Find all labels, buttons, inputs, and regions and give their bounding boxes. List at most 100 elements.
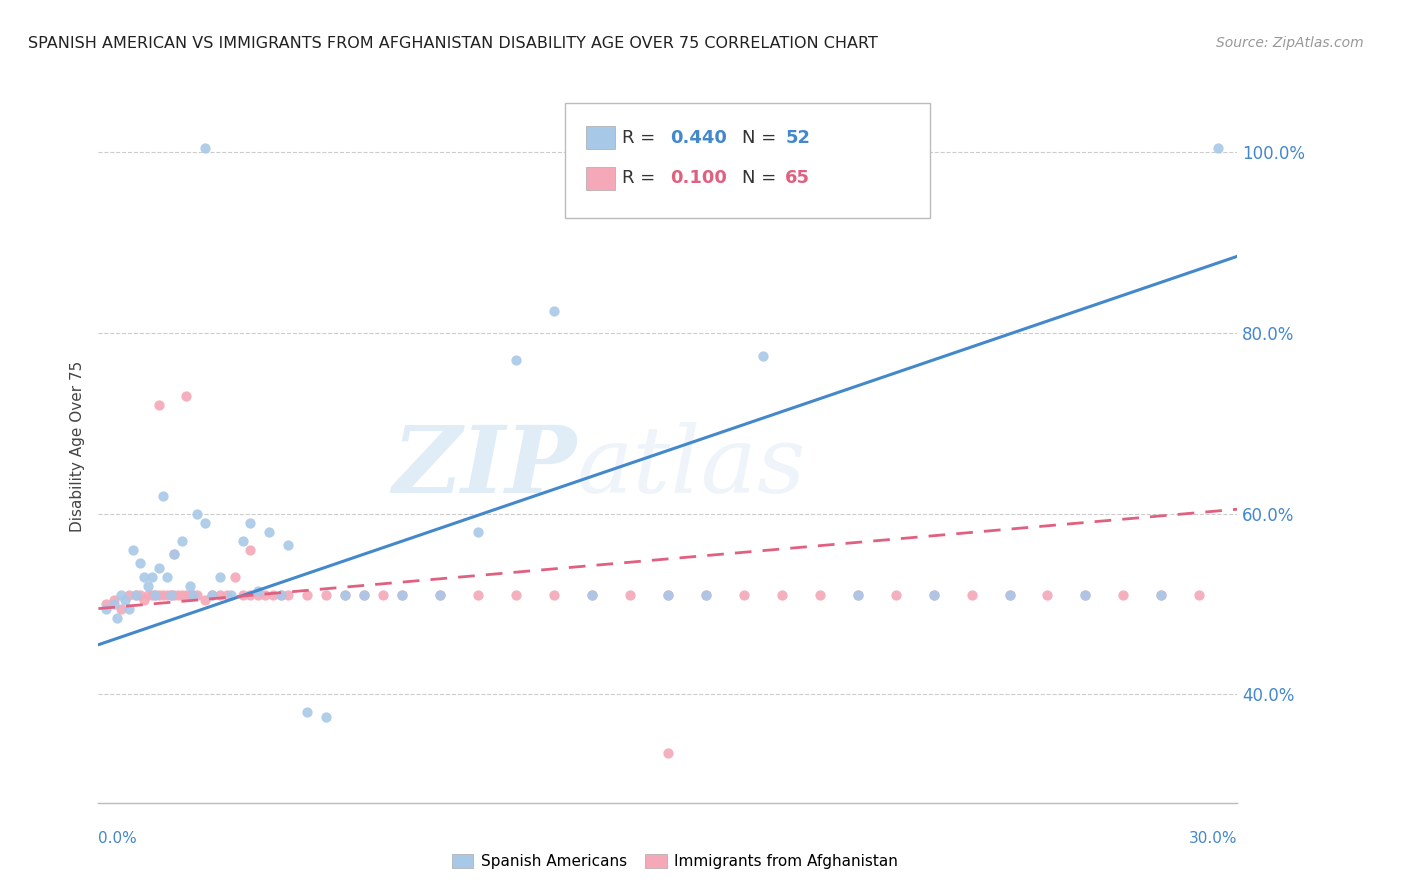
FancyBboxPatch shape xyxy=(586,127,616,149)
Point xyxy=(543,303,565,318)
Text: atlas: atlas xyxy=(576,423,806,512)
Point xyxy=(179,588,201,602)
Point xyxy=(129,588,152,602)
Point xyxy=(183,588,205,602)
Point xyxy=(543,588,565,602)
Point xyxy=(132,592,155,607)
Point xyxy=(770,588,793,602)
Point xyxy=(174,588,197,602)
Point xyxy=(246,588,269,602)
Point xyxy=(110,588,132,602)
Point xyxy=(208,570,231,584)
Text: N =: N = xyxy=(742,169,782,187)
Y-axis label: Disability Age Over 75: Disability Age Over 75 xyxy=(70,360,86,532)
Point xyxy=(179,579,201,593)
Point xyxy=(118,588,141,602)
Point xyxy=(960,588,983,602)
Point xyxy=(581,588,603,602)
Point xyxy=(159,588,181,602)
Point xyxy=(391,588,413,602)
Point xyxy=(657,588,679,602)
Point xyxy=(429,588,451,602)
Point xyxy=(94,597,117,611)
Point xyxy=(136,579,159,593)
Point xyxy=(148,588,170,602)
Point xyxy=(1150,588,1173,602)
Point xyxy=(118,601,141,615)
Point xyxy=(114,592,136,607)
Point xyxy=(467,524,489,539)
Point xyxy=(998,588,1021,602)
Point xyxy=(239,516,262,530)
Text: 65: 65 xyxy=(785,169,810,187)
Point xyxy=(201,588,224,602)
Point xyxy=(259,524,281,539)
Point xyxy=(148,561,170,575)
Point xyxy=(998,588,1021,602)
Point xyxy=(107,610,129,624)
Point xyxy=(183,588,205,602)
Point xyxy=(1112,588,1135,602)
Point xyxy=(922,588,945,602)
Point xyxy=(335,588,357,602)
Text: R =: R = xyxy=(623,169,661,187)
Point xyxy=(232,533,254,548)
FancyBboxPatch shape xyxy=(565,103,929,218)
Point xyxy=(141,588,163,602)
Point xyxy=(194,516,217,530)
Text: SPANISH AMERICAN VS IMMIGRANTS FROM AFGHANISTAN DISABILITY AGE OVER 75 CORRELATI: SPANISH AMERICAN VS IMMIGRANTS FROM AFGH… xyxy=(28,36,877,51)
Point xyxy=(217,588,239,602)
Point xyxy=(752,349,775,363)
Point xyxy=(246,583,269,598)
Point xyxy=(156,588,179,602)
Point xyxy=(297,588,319,602)
Point xyxy=(194,141,217,155)
Point xyxy=(733,588,755,602)
Point xyxy=(353,588,375,602)
Point xyxy=(695,588,717,602)
Point xyxy=(145,588,167,602)
Point xyxy=(657,746,679,760)
Point xyxy=(94,601,117,615)
Point xyxy=(208,588,231,602)
Point xyxy=(429,588,451,602)
Point xyxy=(262,588,284,602)
Text: N =: N = xyxy=(742,128,782,146)
Point xyxy=(505,588,527,602)
Point xyxy=(129,557,152,571)
Point xyxy=(132,570,155,584)
Point xyxy=(136,588,159,602)
Point xyxy=(232,588,254,602)
Point xyxy=(170,588,193,602)
Text: 0.0%: 0.0% xyxy=(98,831,138,847)
Point xyxy=(103,592,125,607)
Point xyxy=(125,588,148,602)
Point xyxy=(1074,588,1097,602)
Point xyxy=(505,353,527,368)
Point xyxy=(1074,588,1097,602)
Point xyxy=(239,588,262,602)
Point xyxy=(1150,588,1173,602)
Point xyxy=(270,588,292,602)
Point xyxy=(846,588,869,602)
Point xyxy=(224,570,246,584)
Point xyxy=(297,706,319,720)
Point xyxy=(152,588,174,602)
Point xyxy=(167,588,190,602)
Point xyxy=(270,588,292,602)
Point xyxy=(141,570,163,584)
Point xyxy=(201,588,224,602)
Point xyxy=(159,588,181,602)
Point xyxy=(353,588,375,602)
Point xyxy=(194,592,217,607)
Point xyxy=(152,489,174,503)
Point xyxy=(619,588,641,602)
Point xyxy=(657,588,679,602)
Point xyxy=(315,710,337,724)
Point xyxy=(884,588,907,602)
Point xyxy=(1208,141,1230,155)
Point xyxy=(170,533,193,548)
Point xyxy=(1036,588,1059,602)
Text: 0.440: 0.440 xyxy=(671,128,727,146)
Point xyxy=(371,588,394,602)
